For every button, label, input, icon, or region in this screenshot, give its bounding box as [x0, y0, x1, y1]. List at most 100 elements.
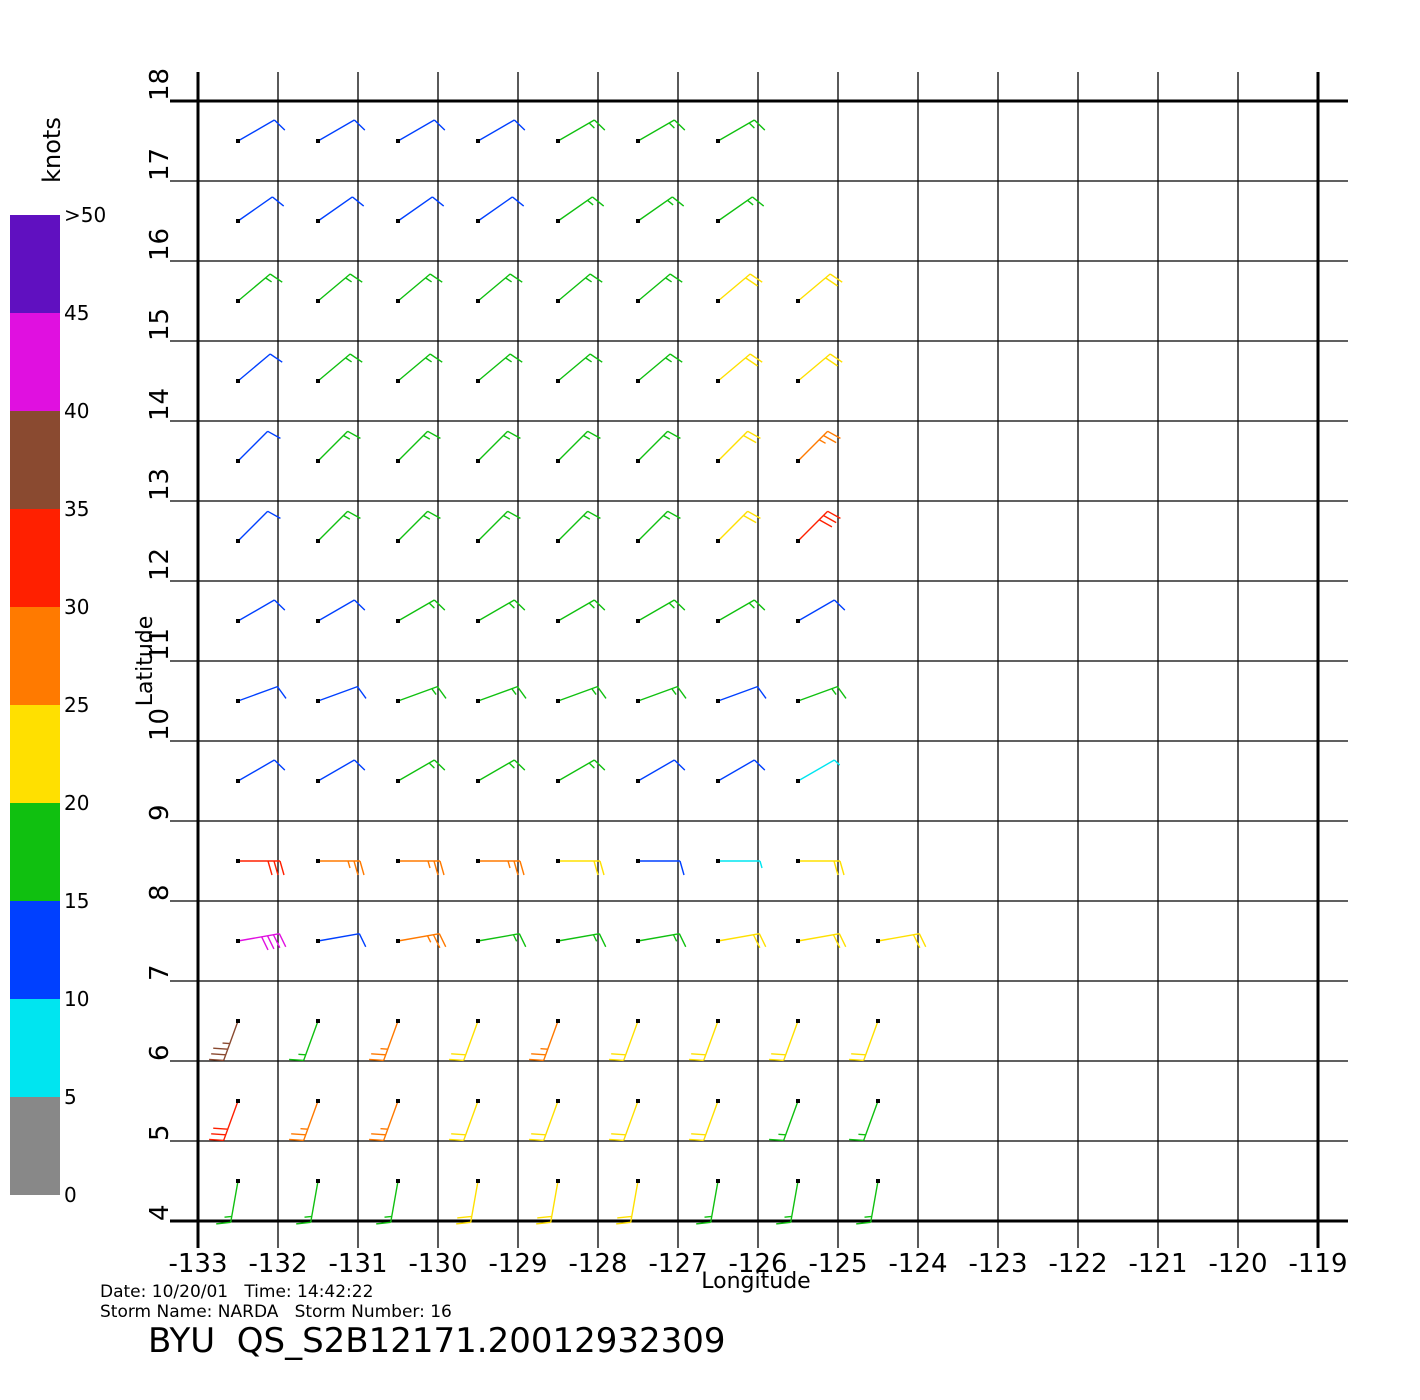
- wind-barb: [237, 599, 286, 622]
- colorbar-title: knots: [38, 117, 66, 183]
- barb-point: [556, 1179, 560, 1183]
- y-tick-label: 5: [145, 1124, 175, 1141]
- barb-point: [396, 539, 400, 543]
- wind-barb: [237, 273, 283, 302]
- colorbar-segment: [10, 607, 60, 705]
- wind-barb: [797, 685, 847, 702]
- x-tick-label: -122: [1048, 1249, 1107, 1279]
- barb-point: [396, 939, 400, 943]
- wind-barb: [289, 1100, 319, 1142]
- wind-barb: [237, 933, 287, 951]
- y-tick-label: 11: [145, 628, 175, 661]
- chart-title: BYU QS_S2B12171.20012932309: [148, 1321, 726, 1361]
- barb-point: [716, 379, 720, 383]
- barb-point: [316, 299, 320, 303]
- y-tick-label: 6: [145, 1044, 175, 1061]
- wind-barb: [317, 599, 366, 622]
- wind-barb: [456, 1180, 479, 1225]
- barb-point: [316, 619, 320, 623]
- barb-point: [556, 859, 560, 863]
- wind-barb: [397, 430, 441, 462]
- barb-point: [876, 1179, 880, 1183]
- wind-barb: [237, 430, 281, 462]
- barb-point: [396, 1019, 400, 1023]
- x-tick-label: -128: [568, 1249, 627, 1279]
- colorbar-label: 35: [64, 497, 89, 521]
- colorbar-segment: [10, 215, 60, 313]
- wind-barb: [296, 1180, 319, 1225]
- colorbar-segment: [10, 901, 60, 999]
- wind-barb: [856, 1180, 879, 1225]
- barb-point: [316, 219, 320, 223]
- x-tick-label: -130: [408, 1249, 467, 1279]
- wind-barb: [477, 599, 526, 622]
- wind-barb: [238, 860, 285, 876]
- barb-point: [636, 299, 640, 303]
- wind-barb: [637, 353, 683, 382]
- barb-point: [636, 1179, 640, 1183]
- wind-barb: [849, 1100, 879, 1142]
- wind-barb: [209, 1020, 239, 1062]
- wind-barb: [717, 933, 767, 949]
- colorbar-label: 0: [64, 1183, 77, 1207]
- wind-barb: [317, 273, 363, 302]
- wind-barb: [797, 759, 841, 782]
- wind-barb: [397, 599, 446, 622]
- barb-point: [236, 859, 240, 863]
- wind-barb: [637, 119, 686, 142]
- barb-point: [796, 539, 800, 543]
- colorbar-segment: [10, 411, 60, 509]
- wind-barb: [369, 1100, 399, 1142]
- x-tick-label: -133: [168, 1249, 227, 1279]
- wind-barb: [397, 196, 445, 222]
- wind-barb: [477, 510, 521, 542]
- barb-point: [796, 859, 800, 863]
- colorbar-segment: [10, 803, 60, 901]
- y-tick-label: 7: [145, 964, 175, 981]
- barb-point: [476, 939, 480, 943]
- barb-point: [636, 859, 640, 863]
- colorbar-label: 5: [64, 1085, 77, 1109]
- barb-point: [636, 379, 640, 383]
- footer: Date: 10/20/01 Time: 14:42:22: [100, 1282, 373, 1302]
- barb-point: [556, 379, 560, 383]
- barb-point: [476, 219, 480, 223]
- barb-point: [716, 539, 720, 543]
- x-axis-label: Longitude: [701, 1269, 810, 1294]
- wind-barb: [557, 273, 603, 302]
- barb-point: [316, 1099, 320, 1103]
- wind-barb: [797, 510, 841, 542]
- barb-point: [556, 1099, 560, 1103]
- wind-barb: [798, 860, 845, 876]
- x-tick-label: -121: [1128, 1249, 1187, 1279]
- barb-point: [716, 139, 720, 143]
- barb-point: [556, 299, 560, 303]
- wind-barb: [797, 599, 846, 622]
- barb-point: [556, 139, 560, 143]
- wind-barb: [797, 273, 843, 302]
- y-tick-label: 4: [145, 1204, 175, 1221]
- x-tick-label: -131: [328, 1249, 387, 1279]
- barb-point: [236, 779, 240, 783]
- x-tick-label: -126: [728, 1249, 787, 1279]
- barb-point: [796, 459, 800, 463]
- barb-point: [876, 939, 880, 943]
- wind-barb: [717, 510, 761, 542]
- x-tick-label: -129: [488, 1249, 547, 1279]
- colorbar-segment: [10, 1097, 60, 1195]
- wind-barb: [557, 685, 607, 702]
- wind-barb: [609, 1100, 639, 1142]
- wind-barb: [637, 599, 686, 622]
- y-tick-label: 17: [145, 148, 175, 181]
- wind-barb: [689, 1100, 719, 1142]
- barb-point: [796, 1099, 800, 1103]
- x-tick-label: -124: [888, 1249, 947, 1279]
- colorbar-label: 20: [64, 791, 89, 815]
- wind-barb: [237, 196, 285, 222]
- wind-barb: [696, 1180, 719, 1225]
- wind-barb: [557, 119, 606, 142]
- barb-point: [476, 539, 480, 543]
- y-tick-label: 13: [145, 468, 175, 501]
- wind-barb: [717, 759, 766, 782]
- barb-point: [316, 859, 320, 863]
